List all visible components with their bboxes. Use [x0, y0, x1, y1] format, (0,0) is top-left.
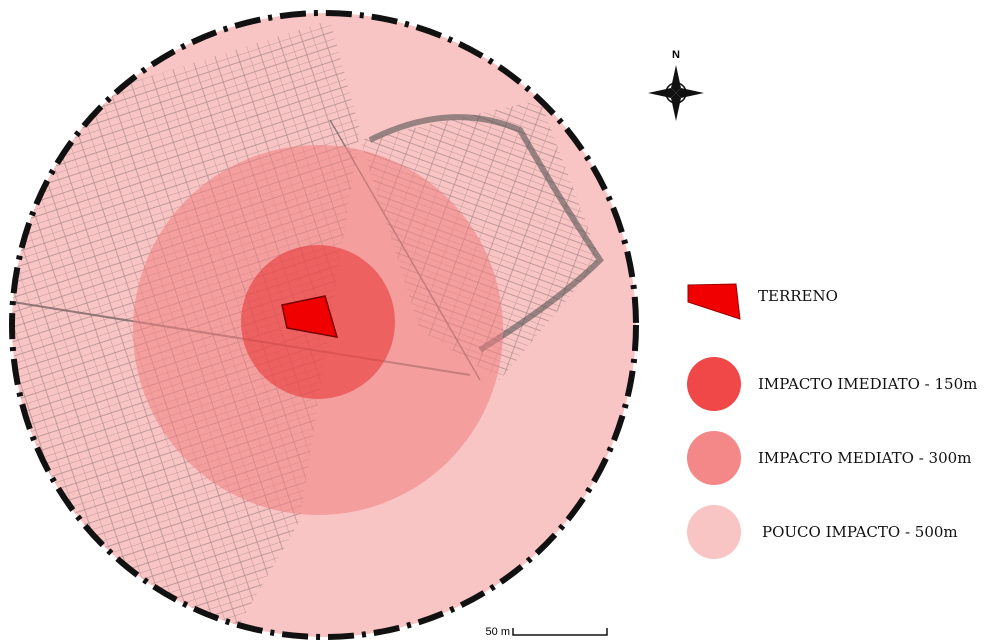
legend-swatch-terrain — [687, 283, 741, 320]
north-arrow: N — [648, 49, 704, 121]
legend-label: IMPACTO MEDIATO - 300m — [758, 449, 971, 467]
north-label: N — [672, 49, 680, 61]
legend-label: POUCO IMPACTO - 500m — [762, 523, 958, 541]
legend-swatch — [687, 357, 741, 411]
outer-boundary — [9, 10, 639, 640]
legend-swatch — [687, 505, 741, 559]
scale-label: 50 m — [486, 626, 510, 638]
legend-swatch — [687, 431, 741, 485]
legend-label: IMPACTO IMEDIATO - 150m — [758, 375, 977, 393]
map-base — [9, 10, 639, 640]
terrain-plot — [281, 295, 339, 338]
embankment — [368, 114, 604, 353]
legend-label: TERRENO — [758, 287, 838, 305]
legend: TERRENO IMPACTO IMEDIATO - 150m IMPACTO … — [687, 283, 977, 559]
scale-bar: 50 m — [486, 626, 608, 638]
